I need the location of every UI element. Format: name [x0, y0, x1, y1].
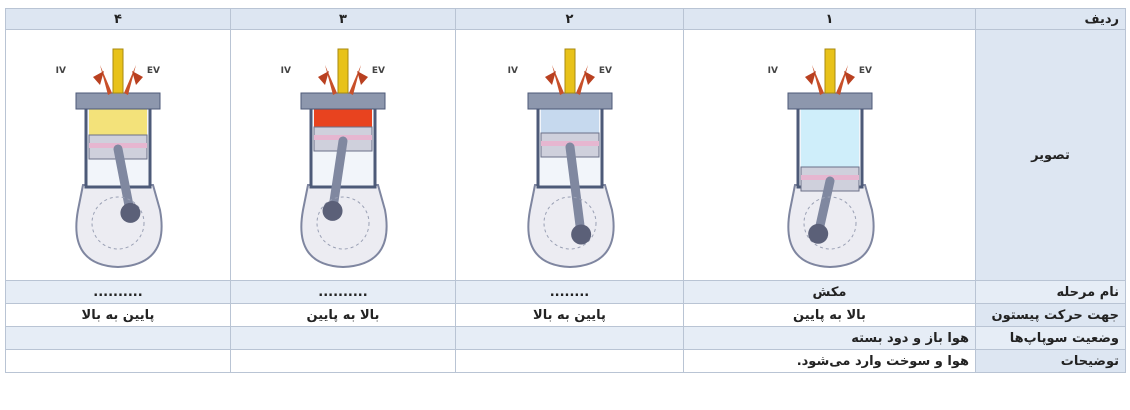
connecting-rod	[113, 144, 135, 218]
chamber	[89, 107, 147, 135]
cell: بالا به پایین	[230, 303, 456, 327]
spark-plug	[337, 48, 349, 94]
crank-circle	[543, 196, 596, 250]
crankcase	[75, 184, 163, 269]
exhaust-valve	[349, 65, 361, 95]
stroke-table: ردیف ۱ ۲ ۳ ۴ تصویر IV EV IV EV IV EV IV EV نام مرحله مک…	[5, 8, 1126, 373]
empty-cell	[5, 349, 231, 373]
cell: هوا باز و دود بسته	[683, 326, 976, 350]
intake-valve	[551, 65, 564, 95]
exhaust-label: EV	[598, 66, 611, 76]
chamber	[800, 107, 859, 167]
engine-illustration: IV EV	[281, 48, 388, 269]
crank-circle	[803, 196, 856, 250]
spark-plug	[112, 48, 124, 94]
table-row: جهت حرکت پیستون بالا به پایین پایین به بال…	[5, 303, 1126, 327]
row-label: وضعیت سوپاپ‌ها	[975, 326, 1126, 350]
image-cell: IV EV	[683, 29, 976, 281]
spark-plug	[564, 48, 575, 94]
table-body: ردیف ۱ ۲ ۳ ۴ تصویر IV EV IV EV IV EV IV EV نام مرحله مک…	[5, 8, 1126, 373]
header-cell: ۱	[683, 8, 976, 30]
cylinder-head	[787, 92, 872, 110]
table-row: نام مرحله مکش............................	[5, 280, 1126, 304]
arrow	[583, 71, 595, 85]
crank-pin	[322, 200, 343, 221]
intake-valve	[325, 65, 337, 95]
cell: هوا و سوخت وارد می‌شود.	[683, 349, 976, 373]
empty-cell	[230, 349, 456, 373]
cylinder-head	[527, 92, 612, 110]
exhaust-valve	[124, 65, 136, 95]
engine-illustration: IV EV	[767, 48, 875, 269]
crank-pin	[120, 202, 141, 223]
chamber	[540, 107, 599, 133]
arrow	[132, 71, 143, 85]
arrow	[318, 71, 329, 85]
cell: مکش	[683, 280, 976, 304]
connecting-rod	[565, 142, 586, 239]
image-cell: IV EV	[455, 29, 684, 281]
table-row: وضعیت سوپاپ‌ها هوا باز و دود بسته	[5, 326, 1126, 350]
cell: بالا به پایین	[683, 303, 976, 327]
intake-label: IV	[767, 66, 777, 76]
engine-illustration: IV EV	[507, 48, 615, 269]
exhaust-label: EV	[372, 66, 385, 76]
empty-cell	[230, 326, 456, 350]
cell: ..........	[5, 280, 231, 304]
chamber	[314, 107, 372, 127]
arrow	[544, 71, 556, 85]
cell: پایین به بالا	[455, 303, 684, 327]
crank-pin	[570, 224, 591, 245]
spark-plug	[824, 48, 835, 94]
intake-valve	[100, 65, 112, 95]
crankcase	[300, 184, 388, 269]
exhaust-label: EV	[858, 66, 871, 76]
cell: ........	[455, 280, 684, 304]
connecting-rod	[328, 136, 348, 216]
exhaust-valve	[575, 65, 588, 95]
intake-label: IV	[56, 66, 66, 76]
arrow	[843, 71, 855, 85]
crank-pin	[807, 223, 828, 244]
intake-label: IV	[507, 66, 517, 76]
empty-cell	[5, 326, 231, 350]
crankcase	[786, 184, 875, 269]
empty-cell	[455, 349, 684, 373]
empty-cell	[455, 326, 684, 350]
header-label: ردیف	[975, 8, 1126, 30]
cell: پایین به بالا	[5, 303, 231, 327]
row-label: تصویر	[975, 29, 1126, 281]
image-cell: IV EV	[5, 29, 231, 281]
intake-label: IV	[281, 66, 291, 76]
exhaust-label: EV	[147, 66, 160, 76]
arrow	[93, 71, 104, 85]
row-label: توضیحات	[975, 349, 1126, 373]
image-cell: IV EV	[230, 29, 456, 281]
row-label: نام مرحله	[975, 280, 1126, 304]
cell: ..........	[230, 280, 456, 304]
cylinder-head	[300, 92, 386, 110]
header-row: ردیف ۱ ۲ ۳ ۴	[5, 8, 1126, 30]
table-row: توضیحات هوا و سوخت وارد می‌شود.	[5, 349, 1126, 373]
engine-illustration: IV EV	[56, 48, 163, 269]
arrow	[357, 71, 368, 85]
arrow	[804, 71, 816, 85]
image-row: تصویر IV EV IV EV IV EV IV EV	[5, 29, 1126, 281]
exhaust-valve	[835, 65, 848, 95]
crank-circle	[316, 196, 370, 250]
crankcase	[526, 184, 615, 269]
row-label: جهت حرکت پیستون	[975, 303, 1126, 327]
crank-circle	[91, 196, 145, 250]
header-cell: ۳	[230, 8, 456, 30]
cylinder-head	[75, 92, 161, 110]
intake-valve	[811, 65, 824, 95]
header-cell: ۴	[5, 8, 231, 30]
header-cell: ۲	[455, 8, 684, 30]
